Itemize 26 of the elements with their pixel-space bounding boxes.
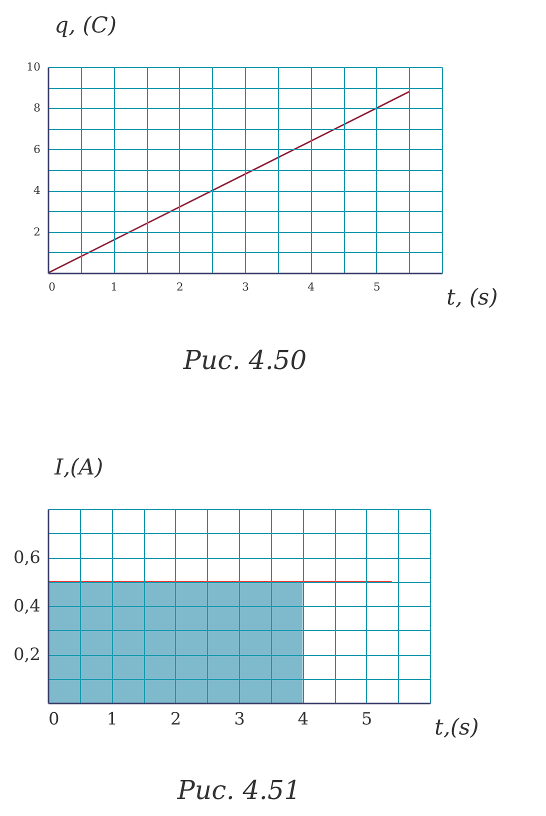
x-tick-label: 5 [373,280,380,294]
y-tick-label: 10 [26,60,40,74]
y-axis-title: I,(A) [54,456,104,480]
x-tick-label: 5 [361,710,372,730]
x-tick-label: 0 [48,280,56,294]
x-tick-label: 4 [308,280,315,294]
text: Рис. 4.50 [182,346,307,376]
x-tick-label: 3 [242,280,249,294]
x-tick-label: 2 [176,280,184,294]
y-tick-label: 0,6 [13,548,40,568]
x-tick-label: 1 [106,710,118,730]
y-tick-label: 0,4 [13,596,40,616]
x-tick-label: 2 [170,710,182,730]
x-tick-label: 3 [234,710,245,730]
x-tick-label: 0 [48,710,60,730]
x-tick-label: 1 [110,280,118,294]
y-tick-label: 4 [34,184,40,198]
y-axis-title: q, (C) [54,14,117,38]
text: Рис. 4.51 [176,776,301,806]
x-tick-label: 4 [298,710,309,730]
x-axis-title: t,(s) [434,716,479,740]
y-tick-label: 8 [34,102,40,115]
y-tick-label: 0,2 [13,645,40,665]
y-tick-label: 6 [34,142,40,156]
y-tick-label: 2 [34,225,40,238]
x-axis-title: t, (s) [446,286,498,310]
